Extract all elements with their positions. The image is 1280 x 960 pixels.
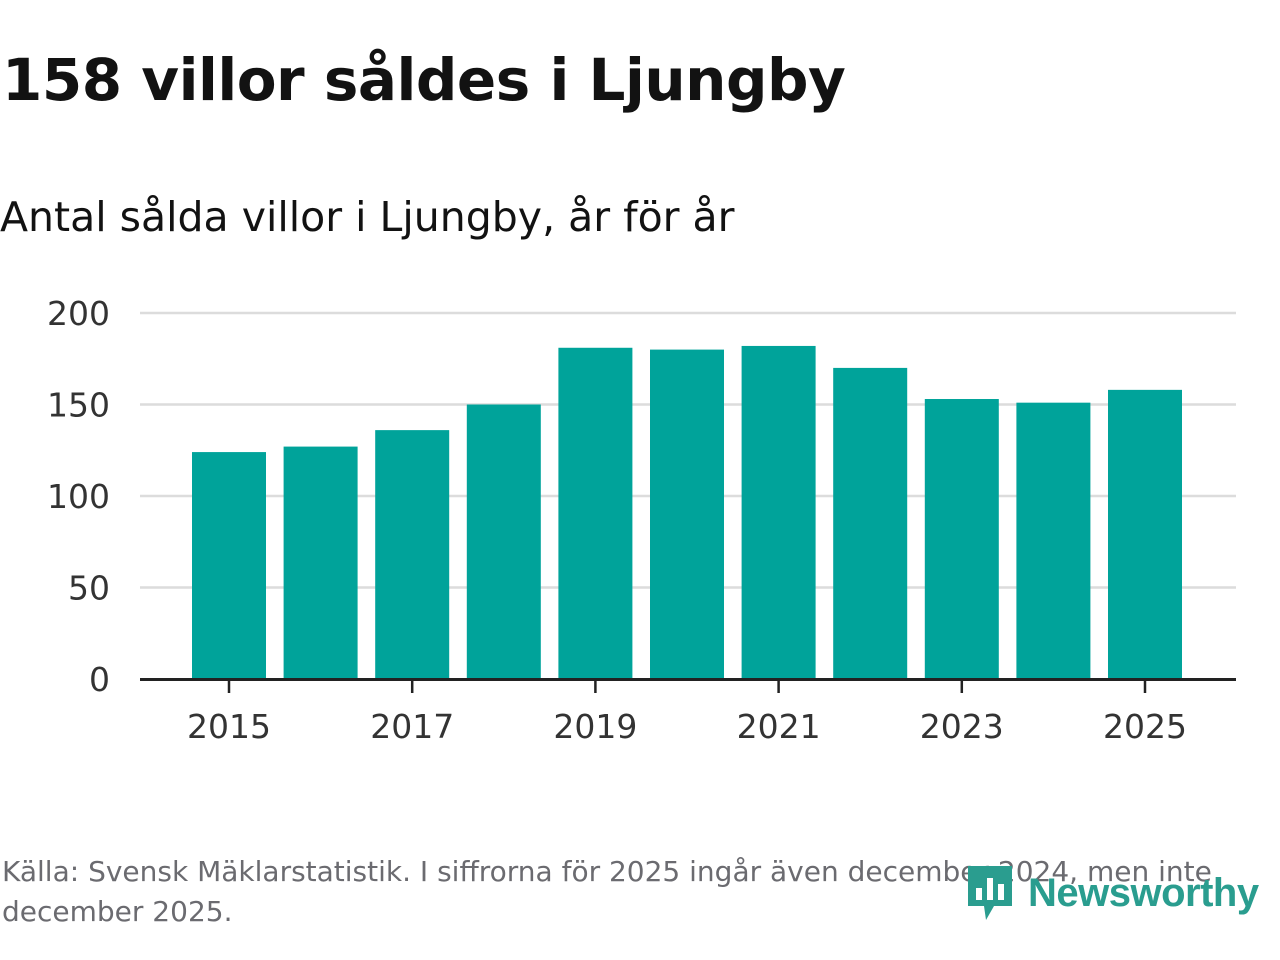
bar-2015 bbox=[192, 452, 266, 679]
x-tick-label-2023: 2023 bbox=[920, 707, 1004, 746]
y-tick-label-200: 200 bbox=[47, 294, 110, 333]
x-tick-label-2021: 2021 bbox=[737, 707, 821, 746]
x-tick-label-2019: 2019 bbox=[553, 707, 637, 746]
bars bbox=[192, 345, 1182, 679]
newsworthy-logo-icon bbox=[968, 866, 1012, 920]
bar-2021 bbox=[741, 345, 816, 679]
x-tick-label-2025: 2025 bbox=[1103, 707, 1187, 746]
y-tick-label-100: 100 bbox=[47, 477, 110, 516]
bar-2016 bbox=[283, 446, 358, 679]
chart-title: 158 villor såldes i Ljungby bbox=[2, 46, 846, 114]
newsworthy-logo-text: Newsworthy bbox=[1028, 870, 1259, 915]
x-tick-label-2015: 2015 bbox=[187, 707, 271, 746]
bar-2017 bbox=[375, 430, 450, 679]
x-axis-labels: 2015 2017 2019 2021 2023 2025 bbox=[187, 679, 1187, 746]
y-tick-label-50: 50 bbox=[68, 569, 110, 608]
y-tick-label-150: 150 bbox=[47, 386, 110, 425]
bar-2020 bbox=[650, 349, 724, 679]
x-tick-label-2017: 2017 bbox=[370, 707, 454, 746]
bar-2019 bbox=[558, 347, 633, 679]
y-tick-label-0: 0 bbox=[89, 660, 110, 699]
bar-2023 bbox=[924, 399, 999, 679]
bar-2018 bbox=[466, 404, 541, 679]
chart-subtitle: Antal sålda villor i Ljungby, år för år bbox=[0, 193, 735, 241]
bar-2022 bbox=[833, 367, 908, 679]
newsworthy-logo: Newsworthy bbox=[964, 862, 1259, 924]
bar-2024 bbox=[1016, 402, 1091, 679]
y-axis-labels: 0 50 100 150 200 bbox=[47, 294, 110, 699]
bar-2025 bbox=[1108, 389, 1182, 679]
